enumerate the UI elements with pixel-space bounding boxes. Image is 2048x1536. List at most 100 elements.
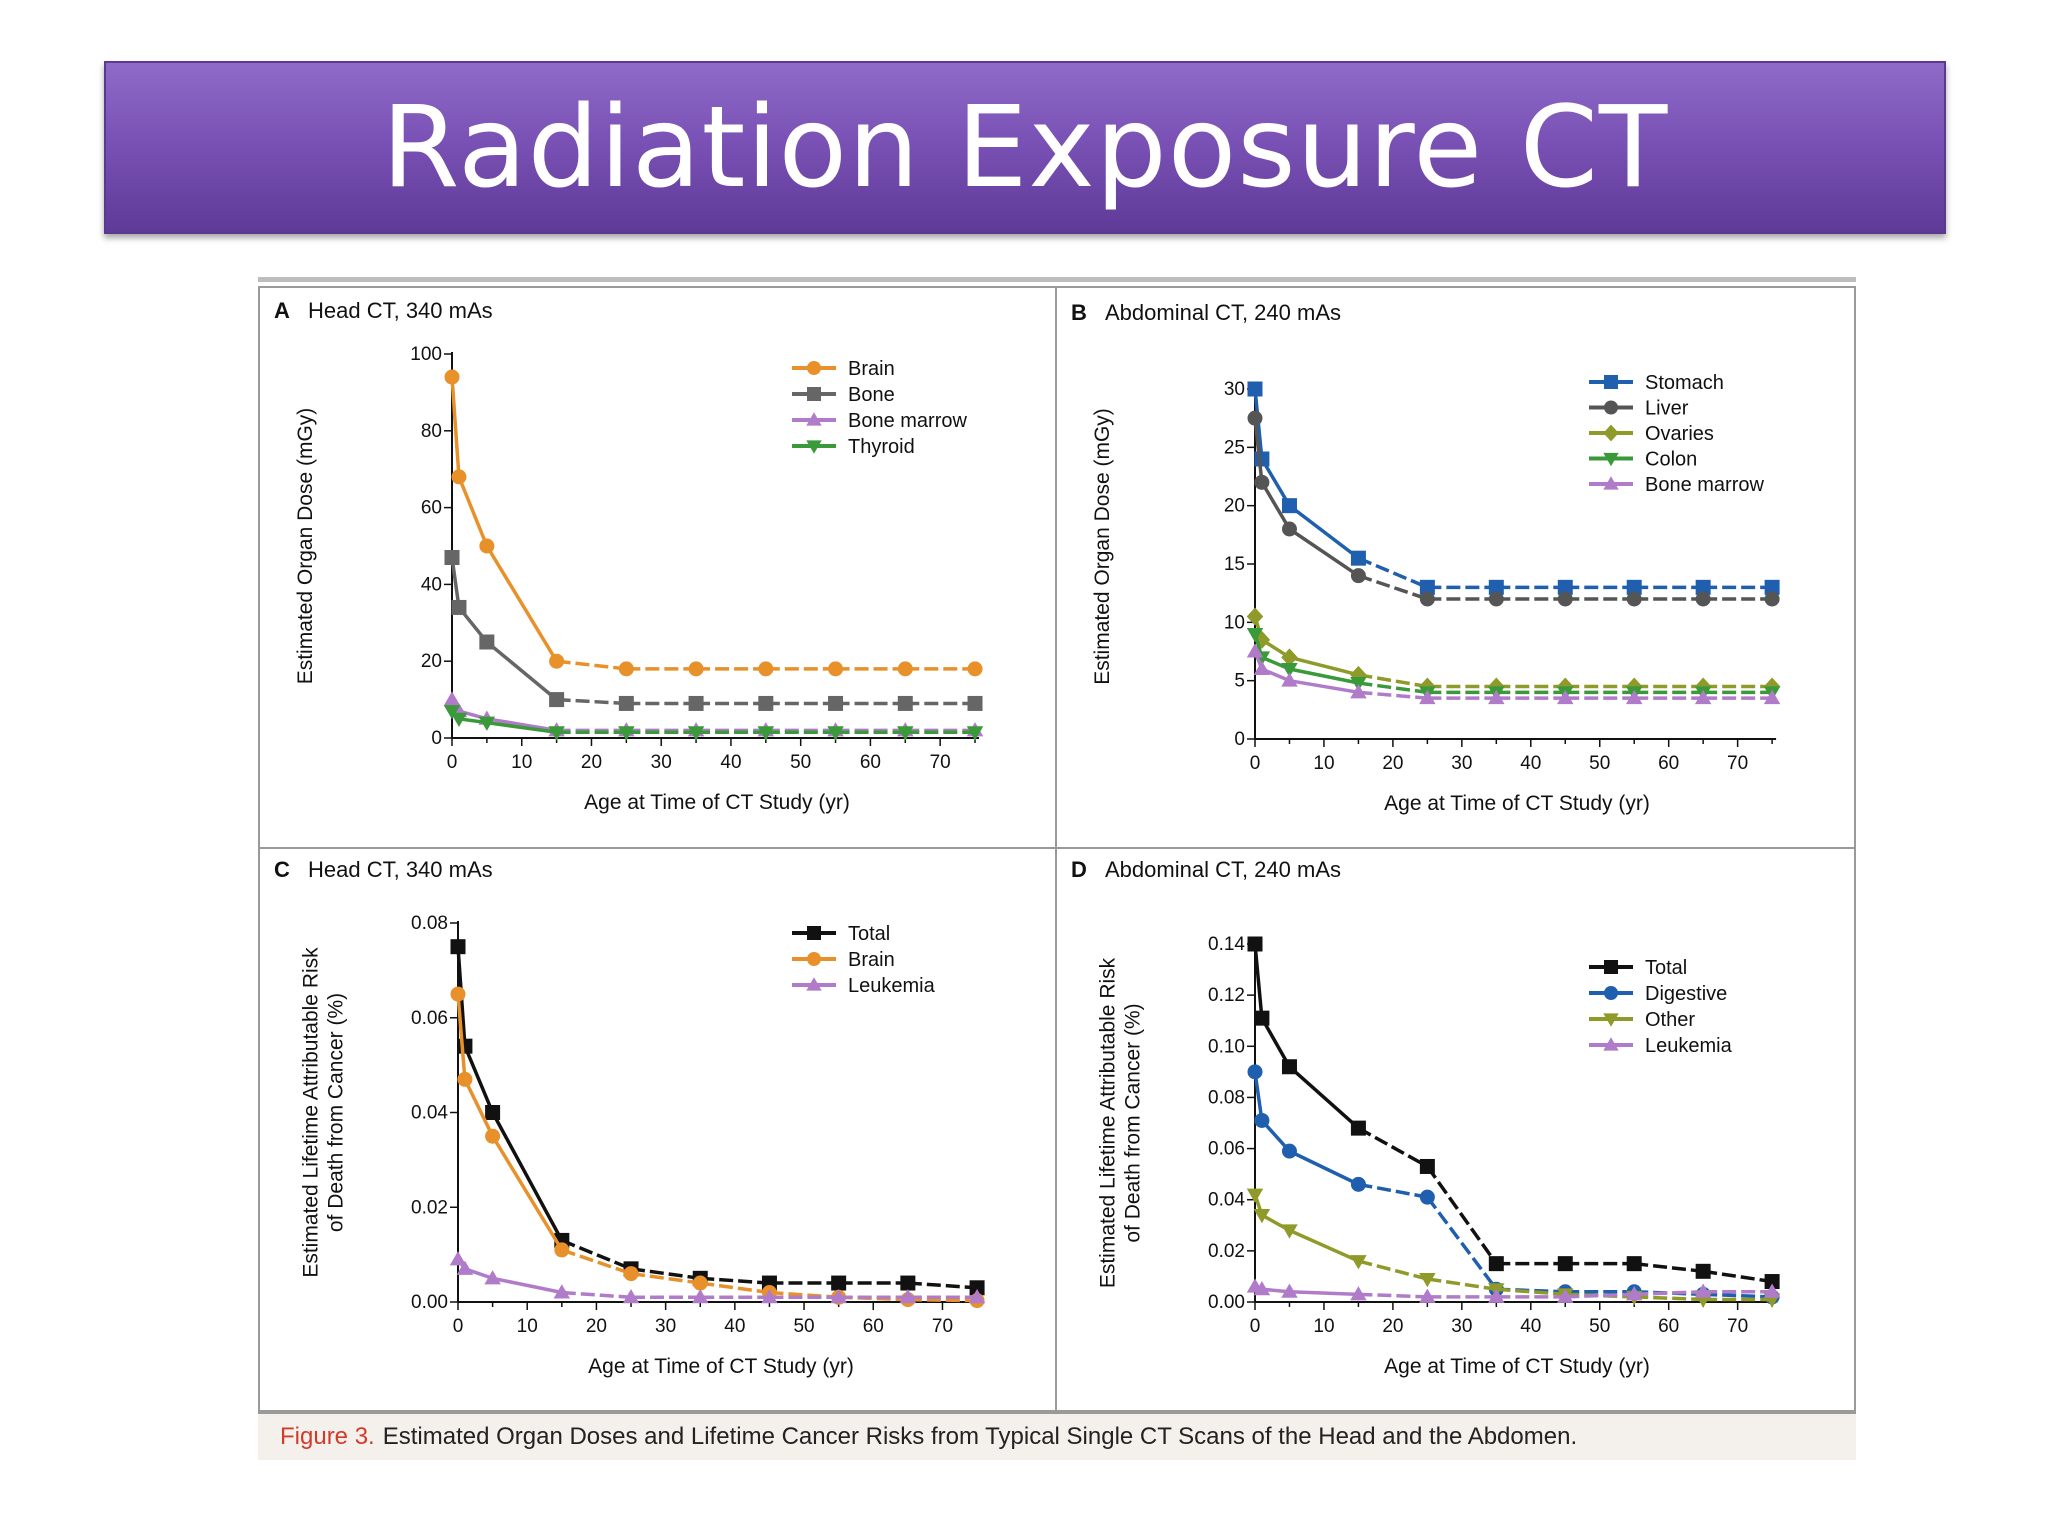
- panel-b-y-tick-label: 30: [1224, 379, 1245, 400]
- panel-c-letter: C: [274, 857, 290, 882]
- slide-title: Radiation Exposure CT: [381, 82, 1669, 213]
- panel-divider-horizontal: [258, 847, 1856, 849]
- data-point: [1281, 1224, 1298, 1239]
- panel-b-x-tick-label: 50: [1589, 753, 1610, 774]
- panel-d-letter: D: [1071, 857, 1087, 882]
- data-point: [1281, 1059, 1297, 1075]
- series-line-segment: [1357, 1126, 1429, 1169]
- chart-panel-c: C Head CT, 340 mAs 0 10 20 30 40 50 60 70 0.00 0.02…: [274, 857, 986, 1378]
- series-line-segment: [1289, 655, 1359, 677]
- panel-a-x-tick-label: 70: [930, 752, 951, 773]
- panel-a-series-thyroid: [443, 705, 984, 741]
- series-line-segment: [450, 376, 461, 478]
- panel-d-y-tick-label: 0.08: [1208, 1087, 1245, 1108]
- series-line-segment: [561, 1248, 632, 1276]
- series-line-segment: [1634, 1261, 1704, 1274]
- panel-c-y-tick-label: 0.06: [411, 1008, 448, 1029]
- panel-c-x-axis-label: Age at Time of CT Study (yr): [588, 1355, 854, 1378]
- panel-d-title: Abdominal CT, 240 mAs: [1105, 857, 1341, 882]
- legend-swatch-marker: [1603, 1013, 1619, 1027]
- data-point: [1626, 579, 1642, 595]
- series-line-segment: [1703, 1292, 1773, 1299]
- legend-swatch-marker: [806, 977, 822, 991]
- panel-a-x-tick-label: 0: [447, 752, 458, 773]
- data-point: [484, 1270, 501, 1285]
- series-line-segment: [1288, 1228, 1360, 1263]
- data-point: [1419, 1158, 1435, 1174]
- series-line-segment: [485, 545, 559, 663]
- legend-label: Leukemia: [848, 975, 936, 997]
- data-point: [758, 695, 774, 711]
- data-point: [897, 695, 913, 711]
- panel-b-x-axis-label: Age at Time of CT Study (yr): [1384, 792, 1650, 815]
- series-line-segment: [1288, 1065, 1360, 1130]
- legend-swatch-marker: [1603, 424, 1619, 442]
- panel-c-y-tick-label: 0.00: [411, 1292, 448, 1313]
- data-point: [1419, 1272, 1436, 1288]
- data-point: [1694, 1283, 1712, 1298]
- legend-label: Total: [1645, 957, 1687, 979]
- panel-a-series-bone: [444, 550, 983, 711]
- data-point: [479, 634, 495, 650]
- panel-b-y-tick-label: 10: [1224, 612, 1245, 633]
- data-point: [899, 1289, 917, 1304]
- panel-c-y-tick-label: 0.04: [411, 1103, 448, 1124]
- series-line-segment: [1253, 1071, 1264, 1121]
- data-point: [623, 1266, 639, 1282]
- panel-c-series-leukemia: [449, 1251, 986, 1304]
- panel-d-series-total: [1247, 936, 1780, 1290]
- panel-d-x-tick-label: 30: [1451, 1316, 1472, 1337]
- data-point: [1763, 689, 1781, 705]
- data-point: [1281, 663, 1298, 678]
- series-line-segment: [1289, 678, 1359, 695]
- data-point: [830, 1289, 847, 1304]
- data-point: [1247, 410, 1263, 426]
- panel-c-title: Head CT, 340 mAs: [308, 857, 493, 882]
- series-line-segment: [1357, 556, 1429, 589]
- panel-a-y-tick-label: 20: [421, 651, 442, 672]
- data-point: [1488, 579, 1504, 595]
- data-point: [1557, 591, 1573, 607]
- panel-b-y-tick-label: 25: [1224, 437, 1245, 458]
- panel-a-series-brain: [444, 369, 983, 677]
- legend-label: Stomach: [1645, 372, 1724, 394]
- panel-b-series-colon: [1246, 628, 1781, 701]
- data-point: [1557, 579, 1573, 595]
- series-line-segment: [1357, 574, 1428, 601]
- data-point: [457, 1038, 473, 1054]
- series-line-segment: [463, 1045, 495, 1114]
- series-line-segment: [561, 1238, 632, 1271]
- series-line-segment: [699, 1281, 770, 1295]
- panel-a-y-tick-label: 60: [421, 498, 442, 519]
- figure-frame: [258, 286, 1856, 1412]
- panel-a-x-tick-label: 30: [651, 752, 672, 773]
- data-point: [1350, 684, 1367, 699]
- legend-swatch-marker: [807, 952, 821, 966]
- data-point: [1253, 1280, 1271, 1296]
- data-point: [618, 695, 634, 711]
- data-point: [1557, 1288, 1574, 1303]
- legend-swatch-marker: [806, 440, 822, 454]
- data-point: [761, 1289, 778, 1304]
- legend-swatch-marker: [1604, 986, 1618, 1000]
- legend-swatch-marker: [807, 361, 821, 375]
- panel-c-y-axis-label-line: of Death from Cancer (%): [325, 993, 348, 1232]
- data-point: [1247, 936, 1263, 952]
- panel-d-y-tick-label: 0.06: [1208, 1139, 1245, 1160]
- panel-d-y-tick-label: 0.00: [1208, 1292, 1245, 1313]
- caption-label: Figure 3.: [280, 1423, 375, 1450]
- data-point: [1281, 672, 1298, 687]
- panel-d-y-axis-label: Estimated Lifetime Attributable Risk of D…: [1096, 957, 1144, 1288]
- series-line-segment: [491, 1135, 564, 1251]
- data-point: [1488, 591, 1504, 607]
- series-line-segment: [1288, 527, 1360, 578]
- series-line-segment: [1260, 481, 1291, 530]
- data-point: [457, 1071, 473, 1087]
- data-point: [1419, 1189, 1435, 1205]
- panel-c-x-tick-label: 20: [586, 1316, 607, 1337]
- panel-b-y-tick-label: 20: [1224, 496, 1245, 517]
- data-point: [1419, 689, 1436, 705]
- data-point: [618, 661, 634, 677]
- data-point: [478, 716, 496, 731]
- series-line-segment: [1289, 1290, 1359, 1297]
